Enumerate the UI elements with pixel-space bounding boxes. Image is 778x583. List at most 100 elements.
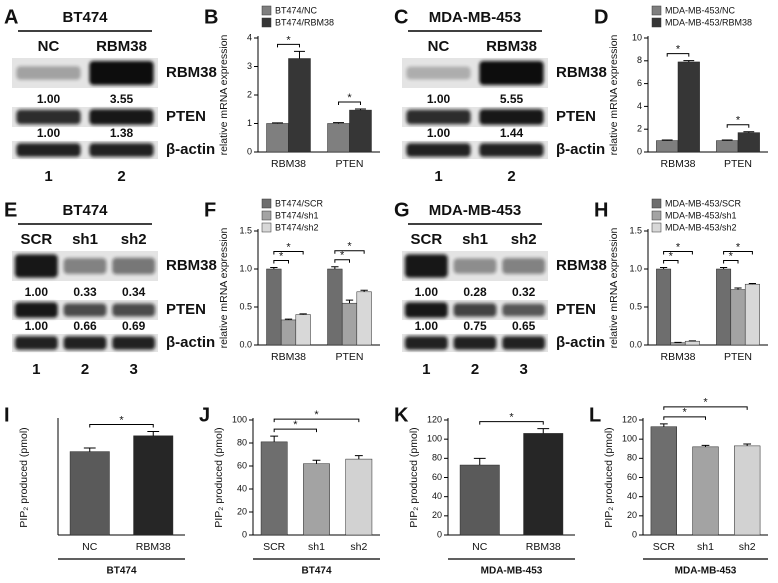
quant-label: 1.00	[415, 285, 439, 299]
blot-band	[89, 61, 154, 85]
row-label: β-actin	[556, 334, 605, 351]
significance-bracket	[334, 250, 365, 254]
x-tick-label: sh1	[308, 541, 325, 553]
x-tick-label: RBM38	[271, 351, 306, 363]
y-tick-label: 1.0	[629, 263, 642, 273]
panel-letter: B	[204, 6, 218, 28]
error-bar	[83, 447, 96, 452]
quant-label: 0.28	[463, 285, 487, 299]
significance-bracket	[723, 250, 753, 255]
significance-bracket	[338, 101, 361, 105]
y-axis-label: PIP₂ produced (pmol)	[603, 427, 615, 527]
y-tick-label: 60	[627, 472, 637, 482]
error-bar	[721, 139, 733, 141]
y-tick-label: 0	[437, 529, 442, 539]
bar	[716, 140, 739, 153]
y-axis-label: PIP₂ produced (pmol)	[213, 427, 225, 527]
blot-band	[16, 66, 81, 80]
legend-swatch	[651, 5, 662, 16]
bar	[260, 441, 288, 536]
error-bar	[701, 444, 710, 447]
x-tick-label: RBM38	[526, 541, 561, 553]
significance-label: *	[347, 92, 352, 104]
legend-swatch	[261, 210, 272, 221]
bar	[280, 319, 297, 346]
y-tick-label: 1	[247, 118, 252, 128]
blot-band	[112, 303, 156, 317]
significance-bracket	[666, 53, 690, 57]
lane-number: 3	[129, 361, 137, 378]
blot-band	[89, 143, 154, 157]
error-bar	[660, 266, 668, 269]
blot-band	[453, 303, 497, 317]
y-tick-label: 60	[237, 460, 247, 470]
blot-band	[406, 109, 471, 125]
legend-label: BT474/sh1	[275, 210, 319, 220]
y-tick-label: 40	[237, 483, 247, 493]
significance-bracket	[726, 124, 750, 128]
lane-label: SCR	[20, 231, 52, 248]
y-tick-label: 0.5	[629, 301, 642, 311]
row-label: RBM38	[166, 257, 217, 274]
error-bar	[360, 289, 368, 292]
lane-label: SCR	[410, 231, 442, 248]
lane-label: sh2	[511, 231, 537, 248]
significance-bracket	[479, 421, 544, 425]
x-tick-label: SCR	[653, 541, 676, 553]
quant-label: 1.00	[25, 319, 49, 333]
x-tick-label: PTEN	[724, 351, 752, 363]
significance-bracket	[273, 259, 289, 264]
error-bar	[743, 443, 752, 446]
panel-letter: I	[4, 404, 10, 426]
row-label: β-actin	[556, 141, 605, 158]
bar	[295, 314, 311, 346]
quant-label: 0.65	[512, 319, 536, 333]
lane-number: 1	[422, 361, 430, 378]
significance-bracket	[273, 428, 317, 433]
significance-bracket	[273, 250, 304, 255]
lane-label: RBM38	[486, 38, 537, 55]
legend-label: BT474/NC	[275, 5, 318, 15]
significance-bracket	[277, 43, 300, 48]
error-bar	[743, 131, 755, 133]
lane-number: 1	[44, 168, 52, 185]
y-tick-label: 100	[232, 414, 247, 424]
bar	[670, 342, 686, 346]
lane-label: sh2	[121, 231, 147, 248]
quant-label: 0.66	[73, 319, 97, 333]
error-bar	[354, 455, 363, 460]
panel-letter: E	[4, 199, 17, 221]
significance-label: *	[279, 250, 284, 262]
panel-letter: D	[594, 6, 608, 28]
error-bar	[345, 299, 354, 304]
blot-band	[112, 336, 156, 350]
lane-label: NC	[428, 38, 450, 55]
y-tick-label: 10	[632, 32, 642, 42]
bar	[349, 109, 372, 153]
legend-label: MDA-MB-453/SCR	[665, 198, 742, 208]
x-tick-label: RBM38	[660, 158, 695, 170]
bar	[266, 268, 282, 346]
y-tick-label: 80	[237, 437, 247, 447]
y-axis-label: relative mRNA expression	[608, 227, 620, 348]
y-tick-label: 4	[637, 101, 642, 111]
significance-bracket	[89, 424, 154, 428]
blot-band	[502, 303, 546, 317]
y-axis-label: PIP₂ produced (pmol)	[408, 427, 420, 527]
legend-swatch	[651, 222, 662, 233]
legend-label: BT474/RBM38	[275, 17, 334, 27]
bar	[656, 140, 679, 153]
quant-label: 1.00	[415, 319, 439, 333]
y-tick-label: 0.0	[629, 339, 642, 349]
blot-band	[479, 61, 544, 85]
error-bar	[537, 428, 550, 434]
blot-band	[89, 109, 154, 125]
blot-band	[502, 336, 546, 350]
lane-number: 3	[519, 361, 527, 378]
legend-label: BT474/sh2	[275, 222, 319, 232]
bar	[345, 458, 373, 536]
bar	[656, 268, 672, 346]
lane-number: 2	[507, 168, 515, 185]
blot-band	[16, 143, 81, 157]
